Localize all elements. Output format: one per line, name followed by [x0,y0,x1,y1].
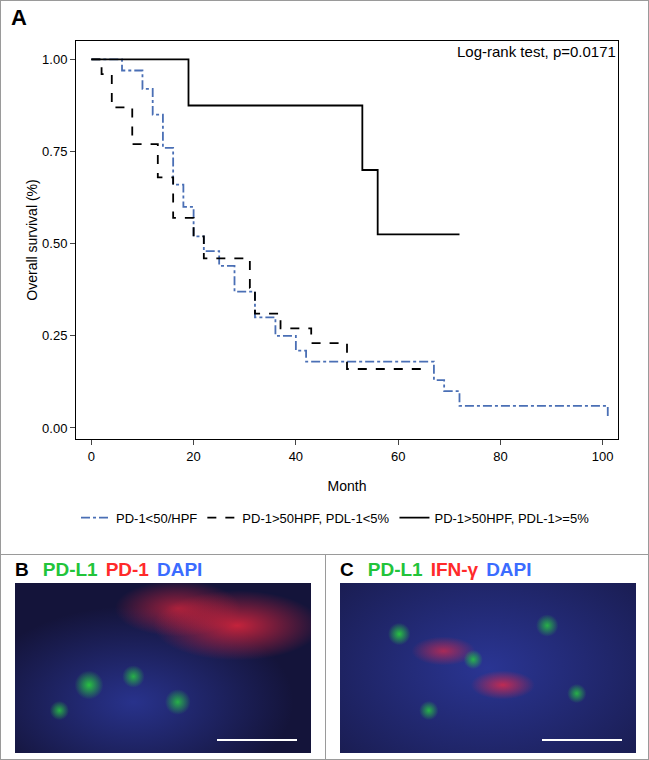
svg-text:PD-1<50/HPF: PD-1<50/HPF [116,511,197,526]
html-text:B: B [15,559,29,580]
html-text:C: C [340,559,354,580]
svg-text:PD-1>50HPF, PDL-1<5%: PD-1>50HPF, PDL-1<5% [242,511,389,526]
html-text:A: A [11,5,27,30]
svg-text:Month: Month [328,478,367,494]
html-text:PD-L1 PD-1 DAPI: PD-L1 PD-1 DAPI [42,559,203,580]
svg-text:0.25: 0.25 [42,328,67,343]
svg-text:100: 100 [592,449,614,464]
svg-text:Overall survival (%): Overall survival (%) [24,179,40,300]
svg-text:1.00: 1.00 [42,52,67,67]
svg-text:0.50: 0.50 [42,236,67,251]
svg-text:80: 80 [493,449,507,464]
html-text:PD-L1 IFN-γ DAPI: PD-L1 IFN-γ DAPI [367,559,532,580]
svg-text:40: 40 [289,449,303,464]
svg-text:0.00: 0.00 [42,420,67,435]
svg-text:20: 20 [186,449,200,464]
svg-text:PD-1>50HPF, PDL-1>=5%: PD-1>50HPF, PDL-1>=5% [434,511,589,526]
svg-text:0.75: 0.75 [42,144,67,159]
svg-text:Log-rank test, p=0.0171: Log-rank test, p=0.0171 [457,43,616,60]
svg-text:60: 60 [391,449,405,464]
svg-text:0: 0 [88,449,95,464]
